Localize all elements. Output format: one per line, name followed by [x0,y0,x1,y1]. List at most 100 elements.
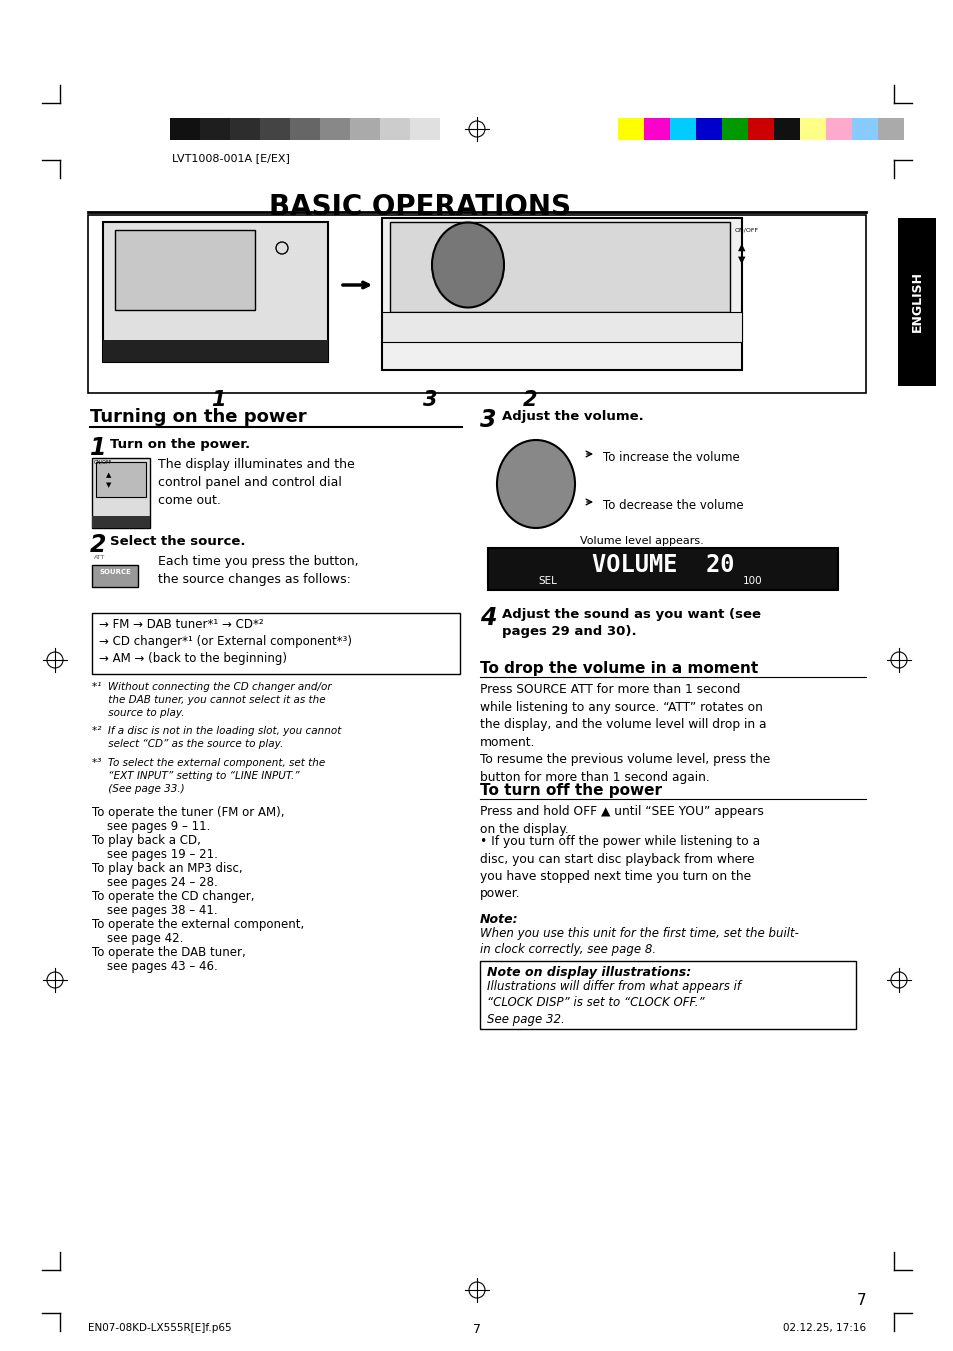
Bar [721,118,747,141]
Text: • If you turn off the power while listening to a
disc, you can start disc playba: • If you turn off the power while listen… [479,835,760,901]
Text: ▲: ▲ [106,471,112,478]
Text: *³  To select the external component, set the
     “EXT INPUT” setting to “LINE : *³ To select the external component, set… [91,758,325,793]
Text: Press SOURCE ATT for more than 1 second
while listening to any source. “ATT” rot: Press SOURCE ATT for more than 1 second … [479,684,769,784]
Bar [115,230,254,309]
Text: → CD changer*¹ (or External component*³): → CD changer*¹ (or External component*³) [99,635,352,648]
Text: To operate the external component,: To operate the external component, [91,917,304,931]
Text: see page 42.: see page 42. [91,932,183,944]
Text: see pages 9 – 11.: see pages 9 – 11. [91,820,211,834]
Text: ENGLISH: ENGLISH [909,272,923,332]
Bar [479,961,855,1029]
Bar [88,215,865,393]
Bar [103,222,328,362]
Text: SOURCE: SOURCE [99,569,131,576]
Text: *¹  Without connecting the CD changer and/or
     the DAB tuner, you cannot sele: *¹ Without connecting the CD changer and… [91,682,332,717]
Bar [488,549,837,590]
Text: To decrease the volume: To decrease the volume [602,499,742,512]
Text: 100: 100 [742,576,762,586]
Text: Turning on the power: Turning on the power [90,408,306,426]
Bar [381,218,741,370]
Text: ▲: ▲ [738,242,744,253]
Bar [96,462,146,497]
Bar [618,118,643,141]
Text: ▼: ▼ [738,255,744,265]
Bar [103,340,328,362]
Bar [747,118,773,141]
Bar [410,118,439,141]
Text: ATT: ATT [94,555,105,561]
Text: 02.12.25, 17:16: 02.12.25, 17:16 [782,1323,865,1333]
Text: To play back an MP3 disc,: To play back an MP3 disc, [91,862,242,875]
Text: Turn on the power.: Turn on the power. [110,438,250,451]
Text: → AM → (back to the beginning): → AM → (back to the beginning) [99,653,287,665]
Bar [643,118,669,141]
Text: EN07-08KD-LX555R[E]f.p65: EN07-08KD-LX555R[E]f.p65 [88,1323,232,1333]
Text: see pages 19 – 21.: see pages 19 – 21. [91,848,217,861]
Text: ON/OFF: ON/OFF [94,459,112,465]
Ellipse shape [432,223,503,308]
Bar [91,565,138,586]
Bar [669,118,696,141]
Text: SEL: SEL [538,576,557,586]
Text: see pages 38 – 41.: see pages 38 – 41. [91,904,217,917]
Text: Select the source.: Select the source. [110,535,245,549]
Text: To turn off the power: To turn off the power [479,784,661,798]
Bar [390,222,729,312]
Bar [230,118,260,141]
Bar [91,458,150,528]
Text: 1: 1 [211,390,225,409]
Text: Adjust the volume.: Adjust the volume. [501,409,643,423]
Text: *²  If a disc is not in the loading slot, you cannot
     select “CD” as the sou: *² If a disc is not in the loading slot,… [91,725,341,748]
Bar [260,118,290,141]
Bar [851,118,877,141]
Bar [200,118,230,141]
Text: 2: 2 [522,390,537,409]
Text: 1: 1 [90,436,107,459]
Bar [170,118,200,141]
Text: ▼: ▼ [106,482,112,488]
Bar [381,312,741,342]
Text: see pages 24 – 28.: see pages 24 – 28. [91,875,217,889]
Bar [350,118,379,141]
Text: 2: 2 [90,534,107,557]
Text: → FM → DAB tuner*¹ → CD*²: → FM → DAB tuner*¹ → CD*² [99,617,263,631]
Bar [91,516,150,528]
Bar [91,613,459,674]
Text: To play back a CD,: To play back a CD, [91,834,201,847]
Text: Press and hold OFF ▲ until “SEE YOU” appears
on the display.: Press and hold OFF ▲ until “SEE YOU” app… [479,805,763,835]
Text: 7: 7 [856,1293,865,1308]
Bar [696,118,721,141]
Text: 7: 7 [473,1323,480,1336]
Text: VOLUME  20: VOLUME 20 [591,553,734,577]
Bar [897,218,935,386]
Bar [877,118,903,141]
Text: To drop the volume in a moment: To drop the volume in a moment [479,661,758,676]
Text: Note on display illustrations:: Note on display illustrations: [486,966,691,979]
Text: Each time you press the button,
the source changes as follows:: Each time you press the button, the sour… [158,555,358,586]
Bar [439,118,470,141]
Bar [379,118,410,141]
Ellipse shape [497,440,575,528]
Text: LVT1008-001A [E/EX]: LVT1008-001A [E/EX] [172,153,290,163]
Bar [773,118,800,141]
Text: Adjust the sound as you want (see
pages 29 and 30).: Adjust the sound as you want (see pages … [501,608,760,638]
Text: Volume level appears.: Volume level appears. [579,536,703,546]
Text: To operate the CD changer,: To operate the CD changer, [91,890,254,902]
Text: Note:: Note: [479,913,518,925]
Bar [290,118,319,141]
Text: To increase the volume: To increase the volume [602,451,739,463]
Bar [319,118,350,141]
Text: 4: 4 [479,607,496,630]
Text: To operate the tuner (FM or AM),: To operate the tuner (FM or AM), [91,807,284,819]
Bar [800,118,825,141]
Text: ON/OFF: ON/OFF [734,227,759,232]
Text: 3: 3 [479,408,496,432]
Text: To operate the DAB tuner,: To operate the DAB tuner, [91,946,246,959]
Text: 3: 3 [422,390,436,409]
Bar [825,118,851,141]
Text: The display illuminates and the
control panel and control dial
come out.: The display illuminates and the control … [158,458,355,507]
Text: BASIC OPERATIONS: BASIC OPERATIONS [269,193,571,222]
Text: When you use this unit for the first time, set the built-
in clock correctly, se: When you use this unit for the first tim… [479,927,798,957]
Text: see pages 43 – 46.: see pages 43 – 46. [91,961,217,973]
Text: Illustrations will differ from what appears if
“CLOCK DISP” is set to “CLOCK OFF: Illustrations will differ from what appe… [486,979,740,1025]
